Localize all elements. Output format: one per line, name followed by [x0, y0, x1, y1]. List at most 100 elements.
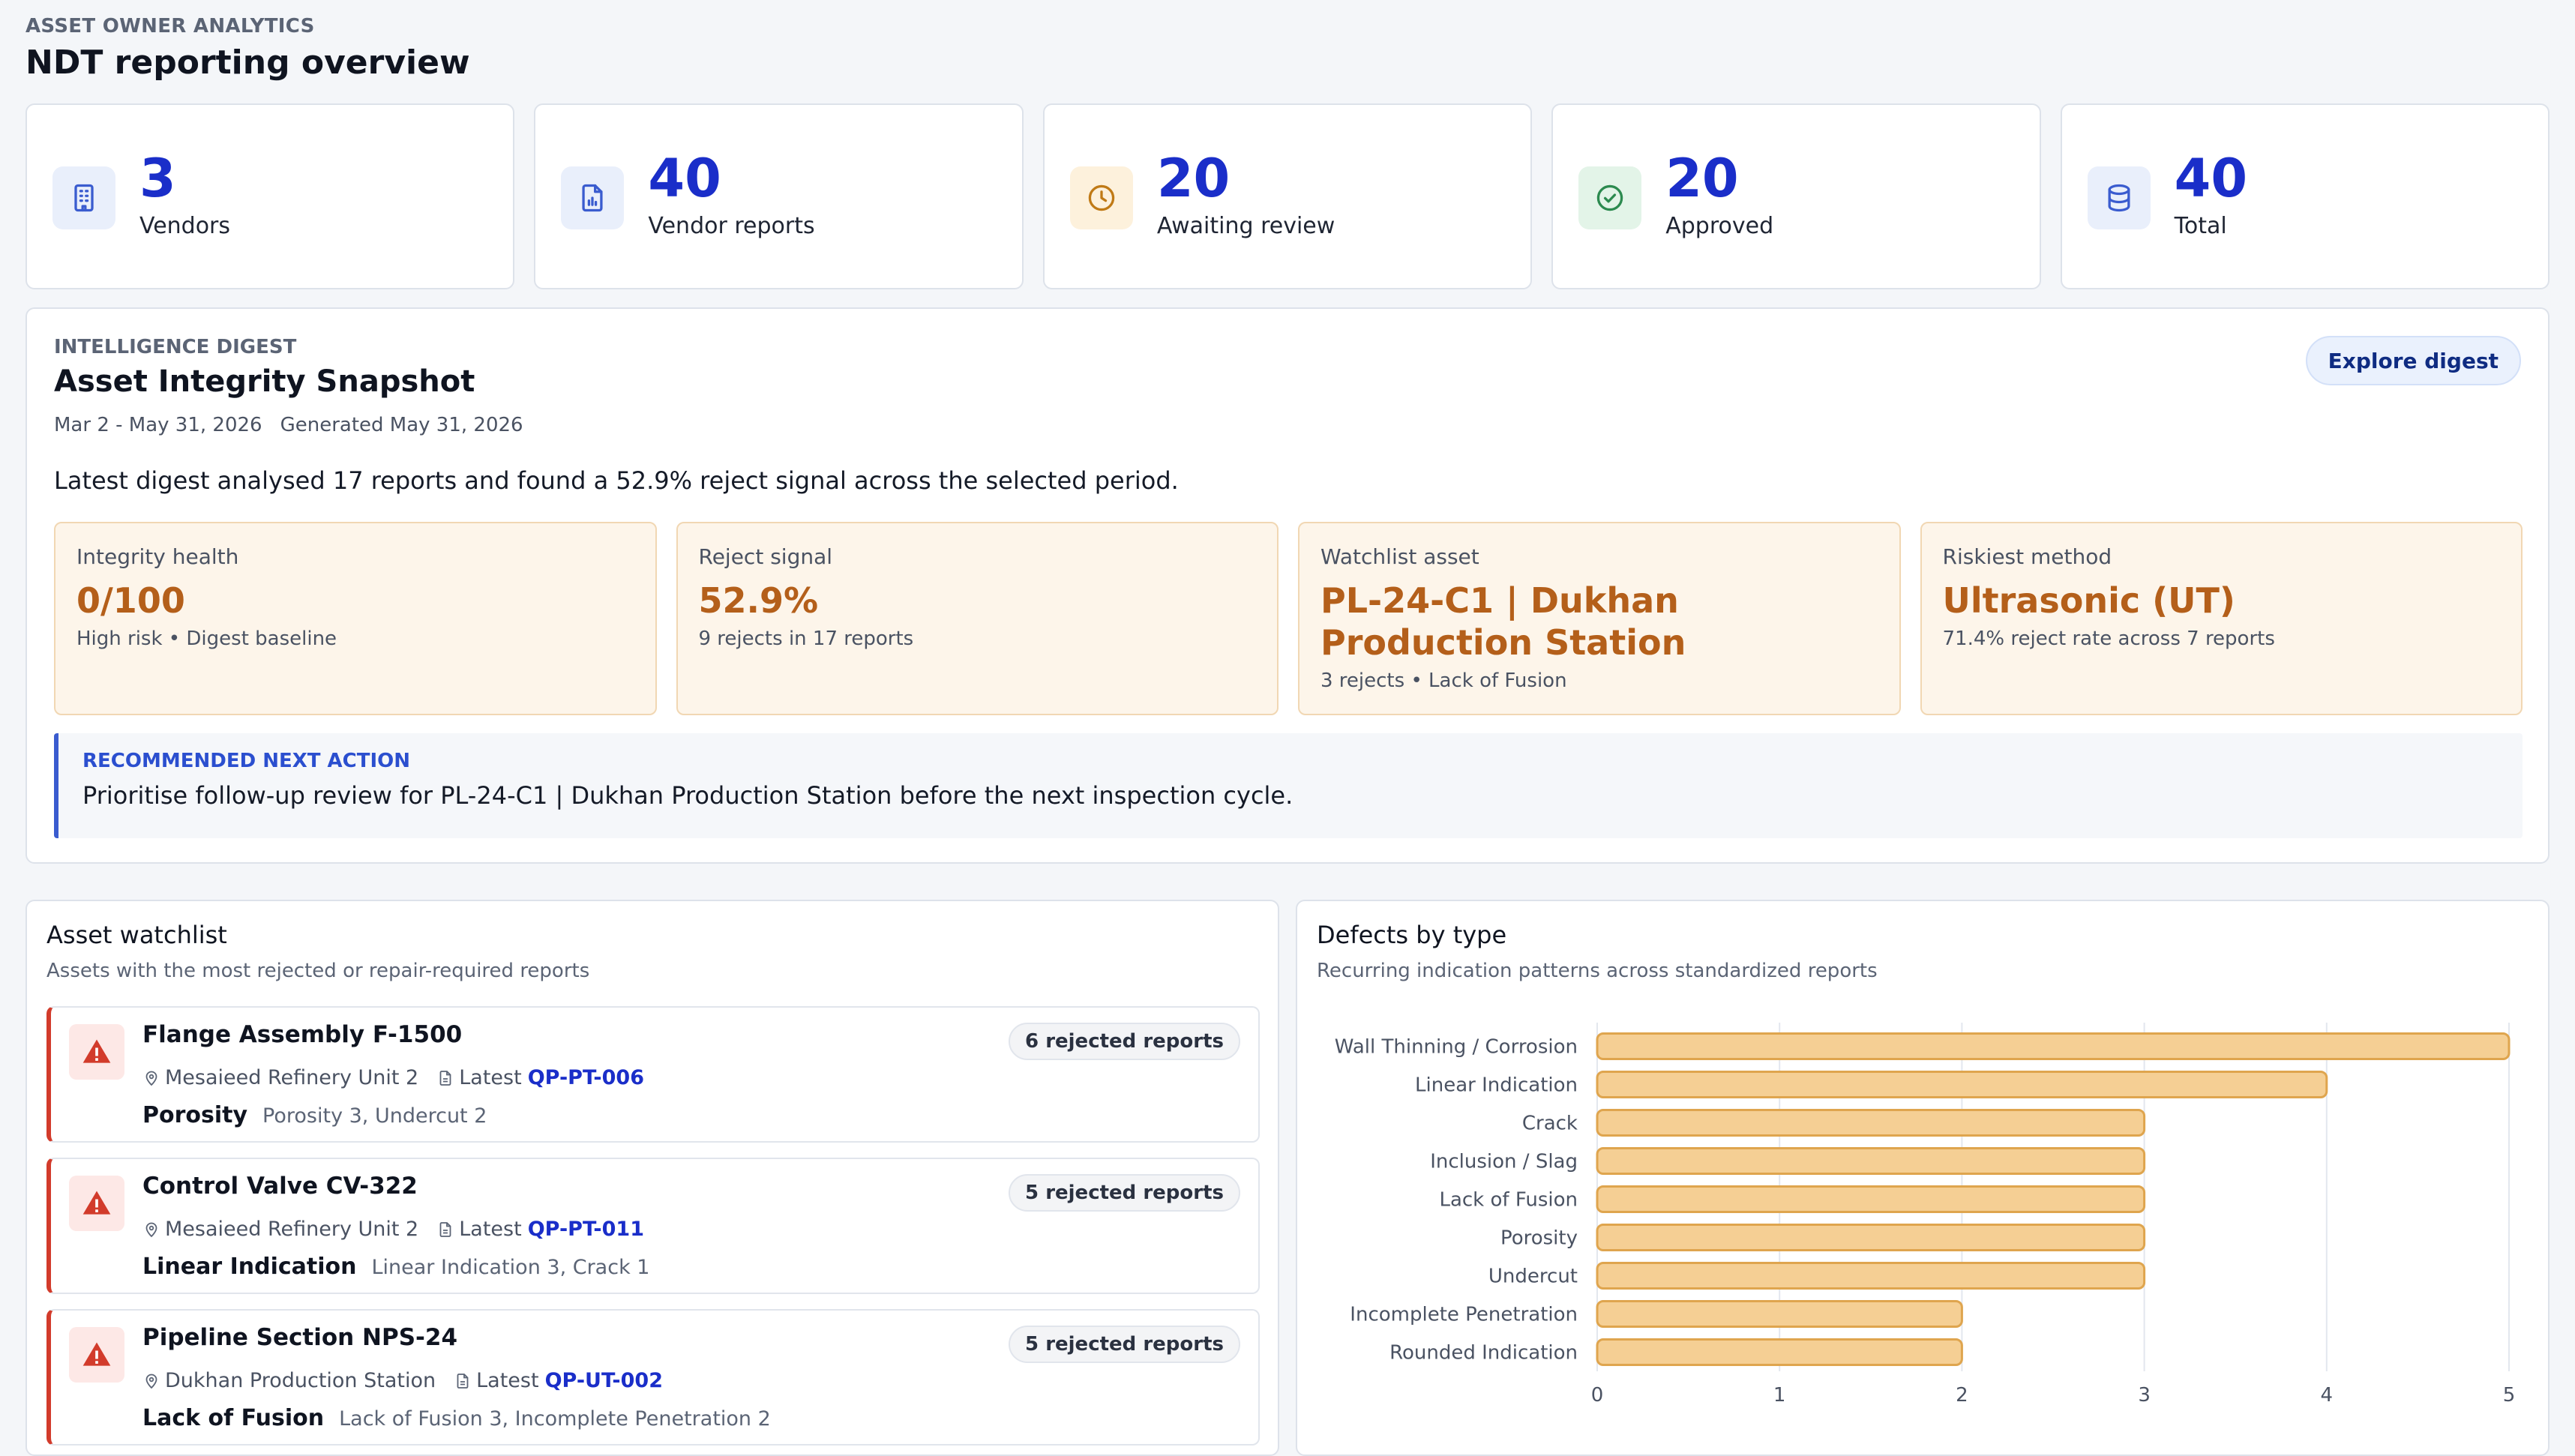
recommended-next-action: RECOMMENDED NEXT ACTION Prioritise follo… [54, 733, 2523, 838]
y-category-label: Rounded Indication [1389, 1342, 1578, 1365]
metric-reject-signal: Reject signal 52.9% 9 rejects in 17 repo… [676, 522, 1279, 715]
intelligence-digest-card: INTELLIGENCE DIGEST Asset Integrity Snap… [25, 307, 2550, 864]
document-icon [439, 1221, 451, 1237]
location-pin-icon [145, 1222, 157, 1237]
y-category-label: Incomplete Penetration [1350, 1304, 1578, 1326]
metric-value: Ultrasonic (UT) [1942, 580, 2235, 621]
latest-report-link[interactable]: QP-PT-006 [527, 1066, 644, 1089]
check-circle-icon [1578, 166, 1642, 229]
y-category-label: Porosity [1500, 1227, 1578, 1250]
asset-watchlist-panel: Asset watchlist Assets with the most rej… [25, 900, 1279, 1456]
asset-name: Control Valve CV-322 [142, 1173, 418, 1200]
location-pin-icon [145, 1071, 157, 1086]
stat-card-vendors[interactable]: 3 Vendors [25, 103, 515, 289]
y-category-label: Lack of Fusion [1439, 1189, 1578, 1212]
stat-label: Vendors [139, 213, 231, 239]
defects-bar-chart: 0 1 2 3 4 5 Wall Thinning / Corrosion Linear In… [1335, 1023, 2516, 1407]
metric-value: PL-24-C1 | Dukhan Production Station [1320, 580, 1686, 663]
bar [1596, 1300, 1963, 1328]
asset-defects: Linear Indication Linear Indication 3, C… [142, 1254, 649, 1280]
metric-value: 52.9% [698, 580, 819, 621]
bar [1596, 1185, 2146, 1213]
asset-meta: Dukhan Production Station Latest QP-UT-0… [142, 1369, 663, 1392]
y-category-label: Wall Thinning / Corrosion [1335, 1036, 1578, 1059]
clock-icon [1069, 166, 1133, 229]
latest-report-link[interactable]: QP-PT-011 [527, 1218, 644, 1241]
asset-location: Mesaieed Refinery Unit 2 [165, 1218, 419, 1241]
building-icon [52, 166, 115, 229]
warning-icon [69, 1176, 124, 1231]
metric-value: 0/100 [76, 580, 185, 621]
report-chart-icon [561, 166, 625, 229]
primary-defect: Lack of Fusion [142, 1405, 325, 1431]
document-icon [439, 1070, 451, 1086]
metric-label: Integrity health [76, 544, 239, 569]
latest-label: Latest [459, 1218, 522, 1241]
watchlist-title: Asset watchlist [46, 921, 227, 949]
metric-integrity-health: Integrity health 0/100 High risk • Diges… [54, 522, 657, 715]
metric-subtext: High risk • Digest baseline [76, 628, 337, 650]
defect-breakdown: Linear Indication 3, Crack 1 [371, 1256, 650, 1279]
warning-icon [69, 1327, 124, 1383]
latest-label: Latest [459, 1066, 522, 1089]
digest-summary: Latest digest analysed 17 reports and fo… [54, 466, 1179, 495]
stat-label: Total [2174, 213, 2227, 239]
defects-subtitle: Recurring indication patterns across sta… [1317, 960, 1878, 982]
next-action-label: RECOMMENDED NEXT ACTION [82, 750, 411, 772]
y-category-label: Linear Indication [1415, 1074, 1578, 1097]
location-pin-icon [145, 1374, 157, 1389]
digest-period: Mar 2 - May 31, 2026 [54, 414, 262, 436]
defects-by-type-panel: Defects by type Recurring indication pat… [1296, 900, 2550, 1456]
next-action-text: Prioritise follow-up review for PL-24-C1… [82, 781, 1293, 810]
stat-card-total[interactable]: 40 Total [2060, 103, 2550, 289]
asset-meta: Mesaieed Refinery Unit 2 Latest QP-PT-01… [142, 1218, 644, 1241]
database-icon [2087, 166, 2151, 229]
x-tick-label: 0 [1591, 1384, 1604, 1407]
metric-label: Riskiest method [1942, 544, 2112, 569]
digest-generated: Generated May 31, 2026 [280, 414, 523, 436]
document-icon [457, 1373, 469, 1389]
bar [1596, 1338, 1963, 1366]
digest-metrics: Integrity health 0/100 High risk • Diges… [54, 522, 2523, 715]
y-category-label: Crack [1522, 1113, 1578, 1135]
x-tick-label: 4 [2321, 1384, 2334, 1407]
asset-meta: Mesaieed Refinery Unit 2 Latest QP-PT-00… [142, 1066, 644, 1089]
digest-title: Asset Integrity Snapshot [54, 364, 475, 399]
rejected-reports-badge: 6 rejected reports [1009, 1023, 1240, 1060]
bar [1596, 1071, 2328, 1098]
metric-watchlist-asset: Watchlist asset PL-24-C1 | Dukhan Produc… [1298, 522, 1901, 715]
stat-card-vendor-reports[interactable]: 40 Vendor reports [534, 103, 1024, 289]
bar [1596, 1262, 2146, 1290]
watchlist-item[interactable]: Control Valve CV-322 Mesaieed Refinery U… [46, 1158, 1260, 1294]
stat-card-approved[interactable]: 20 Approved [1551, 103, 2041, 289]
watchlist-item[interactable]: Flange Assembly F-1500 Mesaieed Refinery… [46, 1006, 1260, 1143]
stat-value: 20 [1665, 148, 1739, 209]
bar [1596, 1147, 2146, 1175]
defect-breakdown: Porosity 3, Undercut 2 [262, 1104, 487, 1128]
asset-name: Pipeline Section NPS-24 [142, 1324, 458, 1351]
digest-eyebrow: INTELLIGENCE DIGEST [54, 336, 297, 358]
metric-riskiest-method: Riskiest method Ultrasonic (UT) 71.4% re… [1920, 522, 2523, 715]
page-eyebrow: ASSET OWNER ANALYTICS [25, 15, 315, 37]
bar [1596, 1224, 2146, 1251]
asset-name: Flange Assembly F-1500 [142, 1021, 463, 1048]
stat-value: 40 [2174, 148, 2248, 209]
x-tick-label: 1 [1773, 1384, 1786, 1407]
watchlist-item[interactable]: Pipeline Section NPS-24 Dukhan Productio… [46, 1309, 1260, 1446]
asset-defects: Porosity Porosity 3, Undercut 2 [142, 1102, 487, 1128]
latest-report-link[interactable]: QP-UT-002 [544, 1369, 663, 1392]
x-tick-label: 3 [2138, 1384, 2151, 1407]
x-tick-label: 5 [2503, 1384, 2516, 1407]
page-title: NDT reporting overview [25, 43, 470, 82]
metric-label: Reject signal [698, 544, 833, 569]
explore-digest-button[interactable]: Explore digest [2305, 336, 2521, 385]
warning-icon [69, 1024, 124, 1080]
bar [1596, 1032, 2511, 1060]
y-category-label: Inclusion / Slag [1430, 1151, 1578, 1173]
watchlist-subtitle: Assets with the most rejected or repair-… [46, 960, 590, 982]
metric-label: Watchlist asset [1320, 544, 1479, 569]
stat-card-awaiting-review[interactable]: 20 Awaiting review [1042, 103, 1533, 289]
defect-breakdown: Lack of Fusion 3, Incomplete Penetration… [339, 1407, 771, 1431]
asset-location: Mesaieed Refinery Unit 2 [165, 1066, 419, 1089]
